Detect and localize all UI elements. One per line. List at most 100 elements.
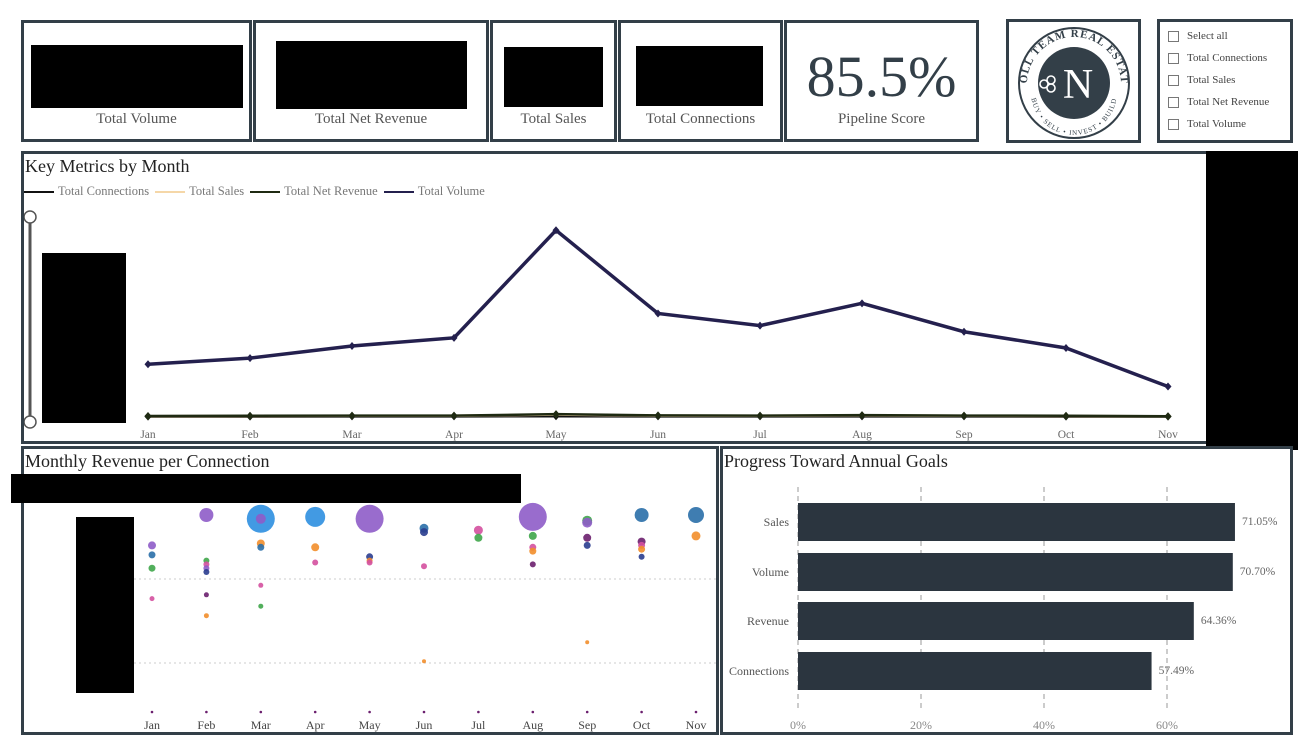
- slicer-item-total-connections[interactable]: Total Connections: [1168, 47, 1290, 69]
- scatter-point[interactable]: [148, 564, 156, 572]
- legend-item[interactable]: Total Sales: [155, 184, 244, 199]
- slicer-item-total-net-revenue[interactable]: Total Net Revenue: [1168, 91, 1290, 113]
- checkbox[interactable]: [1168, 96, 1179, 108]
- data-point[interactable]: [1062, 411, 1070, 420]
- scatter-point[interactable]: [528, 531, 537, 540]
- scatter-point[interactable]: [203, 613, 209, 619]
- scatter-point[interactable]: [148, 541, 156, 550]
- scatter-point[interactable]: [473, 525, 483, 535]
- scatter-point[interactable]: [149, 596, 155, 602]
- redacted-y-axis: [42, 253, 126, 423]
- data-point[interactable]: [450, 411, 458, 420]
- scatter-point[interactable]: [691, 531, 701, 541]
- legend-item[interactable]: Total Connections: [24, 184, 149, 199]
- data-point[interactable]: [960, 411, 968, 420]
- scatter-point[interactable]: [355, 504, 384, 533]
- slicer-item-label: Total Connections: [1187, 52, 1268, 64]
- kpi-label: Pipeline Score: [837, 111, 926, 127]
- scatter-point[interactable]: [199, 508, 214, 522]
- bar[interactable]: [798, 503, 1235, 541]
- data-point[interactable]: [348, 411, 356, 420]
- axis-marker: [585, 710, 589, 714]
- scatter-point[interactable]: [688, 507, 704, 523]
- data-point[interactable]: [756, 411, 764, 420]
- data-point[interactable]: [552, 226, 560, 235]
- scatter-point[interactable]: [203, 569, 210, 575]
- kpi-card-total-sales[interactable]: Total Sales: [490, 20, 617, 142]
- slicer-item-total-sales[interactable]: Total Sales: [1168, 69, 1290, 91]
- checkbox[interactable]: [1168, 74, 1179, 86]
- scatter-point[interactable]: [258, 582, 264, 588]
- redacted-value: [276, 41, 467, 109]
- axis-marker: [640, 710, 643, 714]
- scatter-point[interactable]: [257, 543, 265, 551]
- kpi-card-total-net-revenue[interactable]: Total Net Revenue: [253, 20, 489, 142]
- x-tick-label: Oct: [633, 718, 651, 732]
- scatter-point[interactable]: [305, 506, 326, 527]
- scatter-point[interactable]: [638, 553, 645, 560]
- data-point[interactable]: [348, 341, 356, 350]
- bar[interactable]: [798, 553, 1233, 591]
- scatter-point[interactable]: [518, 502, 547, 531]
- scatter-point[interactable]: [585, 640, 590, 645]
- scatter-point[interactable]: [638, 545, 646, 553]
- scatter-point[interactable]: [258, 603, 264, 609]
- slicer-item-select-all[interactable]: Select all: [1168, 25, 1290, 47]
- data-point[interactable]: [960, 327, 968, 336]
- scatter-point[interactable]: [366, 559, 373, 566]
- redacted-banner: [11, 474, 521, 503]
- scatter-point[interactable]: [148, 551, 156, 559]
- data-point[interactable]: [246, 354, 254, 363]
- scatter-point[interactable]: [311, 543, 320, 552]
- scatter-point[interactable]: [582, 517, 593, 528]
- kpi-card-total-volume[interactable]: Total Volume: [21, 20, 252, 142]
- metric-slicer[interactable]: Select all Total Connections Total Sales To…: [1157, 19, 1293, 143]
- scatter-point[interactable]: [583, 533, 592, 542]
- data-point[interactable]: [756, 321, 764, 330]
- range-slider-handle-bottom[interactable]: [24, 415, 37, 429]
- panel-title: Progress Toward Annual Goals: [724, 451, 948, 471]
- kpi-card-total-connections[interactable]: Total Connections: [618, 20, 783, 142]
- checkbox[interactable]: [1168, 30, 1179, 42]
- bar[interactable]: [798, 652, 1152, 690]
- scatter-point[interactable]: [474, 533, 483, 542]
- x-tick-label: Feb: [197, 718, 215, 732]
- data-point[interactable]: [1062, 343, 1070, 352]
- data-point[interactable]: [246, 411, 254, 420]
- data-point[interactable]: [552, 410, 560, 419]
- scatter-point[interactable]: [422, 659, 426, 664]
- scatter-point[interactable]: [203, 592, 209, 598]
- checkbox[interactable]: [1168, 118, 1179, 130]
- checkbox[interactable]: [1168, 52, 1179, 64]
- scatter-point[interactable]: [312, 559, 319, 566]
- scatter-point[interactable]: [634, 508, 649, 522]
- x-tick-label: Nov: [686, 718, 707, 732]
- data-point[interactable]: [1164, 412, 1172, 421]
- data-point[interactable]: [1164, 382, 1172, 391]
- x-tick-label: Aug: [852, 429, 872, 441]
- scatter-point[interactable]: [529, 547, 537, 555]
- data-point[interactable]: [144, 360, 152, 369]
- data-point[interactable]: [144, 411, 152, 420]
- bar[interactable]: [798, 602, 1194, 640]
- scatter-point[interactable]: [529, 561, 536, 568]
- data-point[interactable]: [858, 411, 866, 420]
- legend-item[interactable]: Total Net Revenue: [250, 184, 378, 199]
- data-point[interactable]: [654, 411, 662, 420]
- scatter-point[interactable]: [421, 563, 427, 570]
- slicer-item-label: Total Volume: [1187, 118, 1247, 130]
- kpi-card-pipeline-score[interactable]: 85.5% Pipeline Score: [784, 20, 979, 142]
- data-point[interactable]: [858, 299, 866, 308]
- data-point[interactable]: [654, 309, 662, 318]
- scatter-point[interactable]: [420, 528, 428, 537]
- scatter-point[interactable]: [255, 513, 266, 524]
- legend-label: Total Volume: [417, 184, 485, 198]
- range-slider-handle-top[interactable]: [24, 210, 37, 224]
- category-label: Volume: [752, 565, 789, 579]
- slicer-item-total-volume[interactable]: Total Volume: [1168, 113, 1290, 135]
- data-point[interactable]: [450, 333, 458, 342]
- legend-item[interactable]: Total Volume: [383, 184, 485, 199]
- slicer-item-label: Select all: [1187, 30, 1228, 42]
- x-tick-label: Nov: [1158, 429, 1178, 441]
- scatter-point[interactable]: [583, 541, 591, 549]
